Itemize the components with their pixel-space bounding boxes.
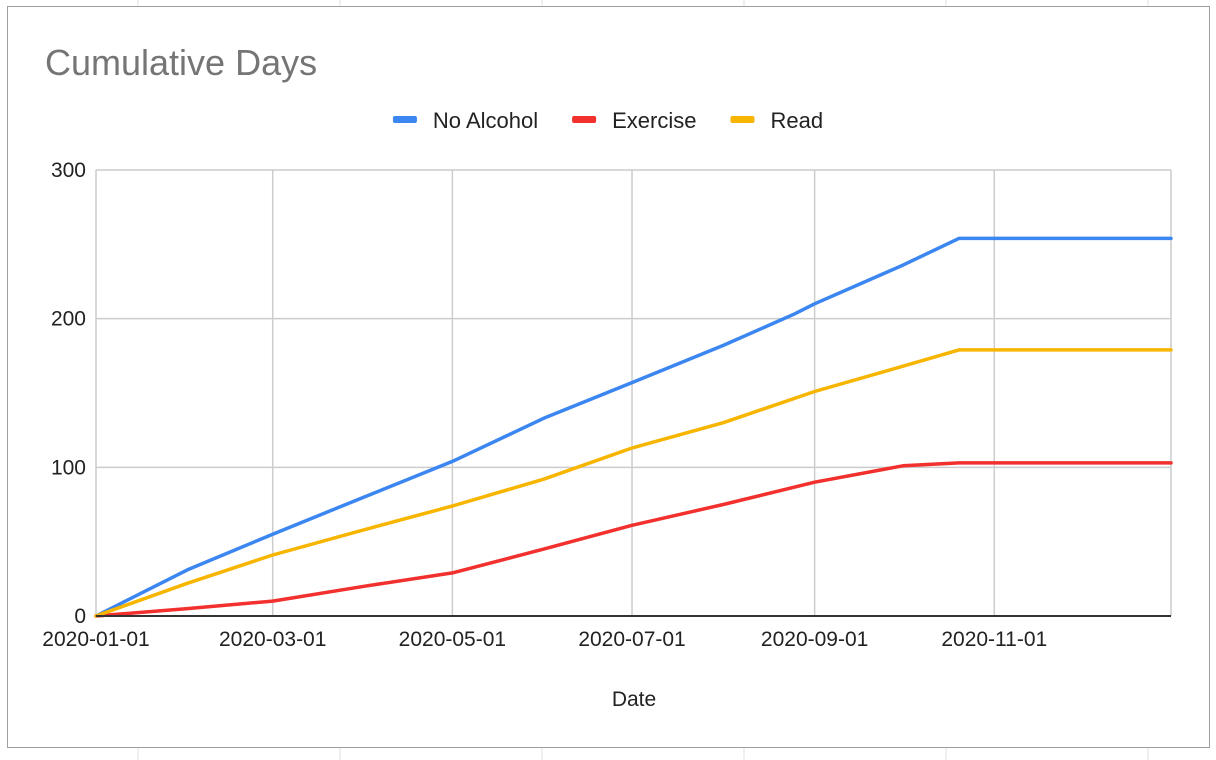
y-axis-ticks: 0 100 200 300 [51,159,86,628]
series-line-exercise [94,461,1173,618]
series-lines [94,236,1173,618]
x-tick-label: 2020-09-01 [761,628,868,651]
y-tick-label: 0 [74,605,86,628]
legend: No Alcohol Exercise Read [392,108,823,133]
x-tick-label: 2020-03-01 [219,628,326,651]
y-tick-label: 200 [51,308,86,331]
y-tick-label: 100 [51,456,86,479]
series-line-read [94,348,1173,618]
legend-label: No Alcohol [433,108,538,133]
x-tick-label: 2020-07-01 [578,628,685,651]
y-tick-label: 300 [51,159,86,182]
chart-title: Cumulative Days [45,42,317,83]
legend-label: Read [770,108,823,133]
x-tick-label: 2020-01-01 [42,628,149,651]
legend-swatch [572,116,597,123]
series-line-no-alcohol [94,236,1173,618]
legend-swatch [730,116,755,123]
x-tick-label: 2020-11-01 [941,628,1047,651]
legend-label: Exercise [612,108,696,133]
legend-swatch [392,116,417,123]
x-tick-label: 2020-05-01 [399,628,506,651]
x-axis-ticks: 2020-01-01 2020-03-01 2020-05-01 2020-07-01… [42,628,1047,651]
chart-container[interactable] [7,6,1210,748]
x-axis-title: Date [612,688,656,711]
